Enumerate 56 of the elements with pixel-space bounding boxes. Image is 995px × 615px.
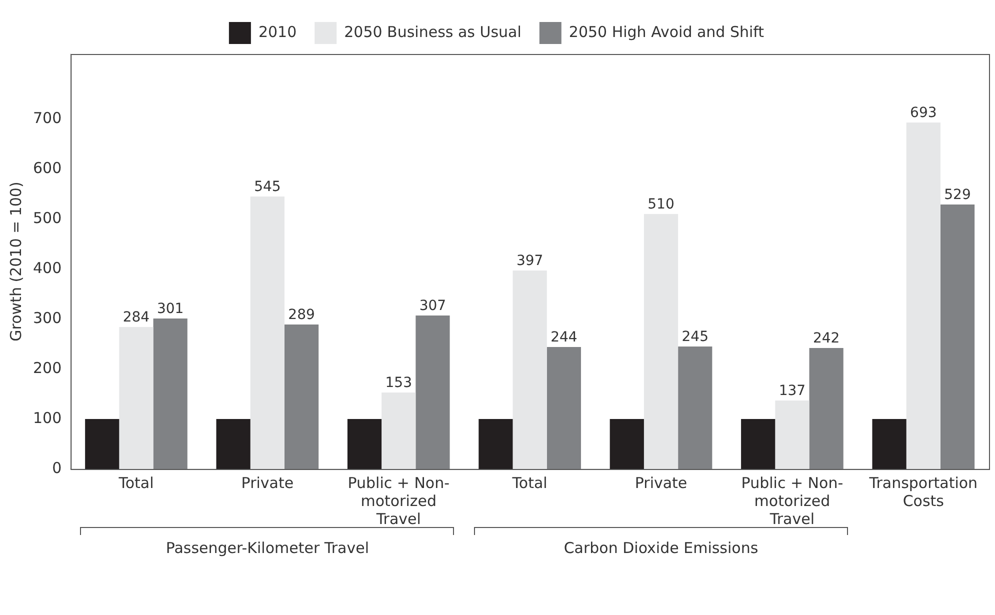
bar (347, 419, 382, 469)
data-label: 245 (682, 329, 708, 346)
data-label: 137 (778, 383, 806, 400)
data-label: 510 (648, 196, 674, 213)
data-label: 153 (385, 375, 412, 392)
bar (250, 196, 284, 469)
bar (872, 419, 906, 469)
legend-label: 2050 High Avoid and Shift (568, 22, 764, 41)
data-label: 693 (910, 105, 937, 122)
x-tick-label: Private (634, 474, 688, 492)
y-tick-label: 500 (32, 208, 62, 227)
y-tick-label: 400 (32, 258, 62, 277)
legend-label: 2050 Business as Usual (344, 22, 522, 41)
text: Passenger-Kilometer Travel (164, 539, 370, 557)
x-tick-label: Public + Non-motorized Travel (348, 474, 450, 528)
bar (644, 214, 678, 469)
y-tick-label: 100 (32, 408, 62, 427)
bar (153, 318, 188, 469)
data-label: 397 (516, 253, 544, 270)
x-tick-label: Total (118, 474, 154, 492)
data-label: 301 (156, 301, 184, 318)
bar (512, 270, 547, 469)
legend-label: 2010 (258, 22, 297, 41)
y-tick-label: 600 (32, 158, 62, 177)
bar (85, 419, 120, 469)
data-label: 289 (288, 307, 315, 324)
data-label: 529 (944, 187, 971, 204)
data-label: 545 (254, 179, 281, 196)
y-tick-label: 300 (32, 308, 62, 327)
bar (416, 316, 450, 469)
data-label: 242 (812, 330, 840, 347)
bar (546, 347, 581, 469)
bar (775, 400, 810, 469)
y-tick-label: 700 (32, 108, 62, 127)
x-tick-label: Total (511, 474, 548, 492)
bar (478, 419, 513, 469)
bar (906, 122, 940, 469)
bar (610, 419, 644, 469)
bar (741, 419, 776, 469)
bar (382, 392, 416, 469)
bar (940, 204, 975, 469)
text: Carbon Dioxide Emissions (562, 539, 760, 557)
bar (809, 348, 844, 469)
data-label: 284 (122, 310, 150, 326)
y-axis-title: Growth (2010 = 100) (6, 182, 25, 342)
bar (678, 346, 712, 469)
y-tick-label: 200 (32, 358, 62, 377)
data-label: 307 (419, 298, 446, 314)
bar (284, 324, 319, 469)
x-tick-label: Public + Non-motorized Travel (741, 474, 844, 528)
y-tick-label: 0 (52, 458, 62, 477)
bar (119, 327, 154, 469)
data-label: 244 (550, 330, 578, 346)
x-tick-label: Private (241, 474, 294, 492)
x-tick-label: Transportation Costs (868, 474, 978, 510)
bar (216, 419, 250, 469)
